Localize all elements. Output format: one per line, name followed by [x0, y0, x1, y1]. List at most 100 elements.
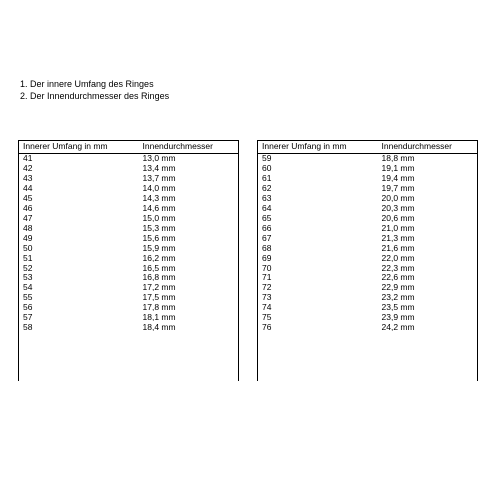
cell-durchmesser: 13,0 mm [139, 153, 239, 163]
cell-umfang: 64 [258, 204, 378, 214]
col-header-durchmesser: Innendurchmesser [378, 141, 478, 154]
cell-umfang: 71 [258, 273, 378, 283]
table-row: 6219,7 mm [258, 184, 478, 194]
cell-umfang: 43 [19, 174, 139, 184]
table-header-row: Innerer Umfang in mm Innendurchmesser [258, 141, 478, 154]
cell-durchmesser: 20,0 mm [378, 194, 478, 204]
table-row: 6821,6 mm [258, 243, 478, 253]
cell-durchmesser: 13,7 mm [139, 174, 239, 184]
cell-umfang: 67 [258, 233, 378, 243]
cell-umfang: 72 [258, 283, 378, 293]
cell-umfang: 46 [19, 204, 139, 214]
cell-durchmesser: 21,6 mm [378, 243, 478, 253]
cell-durchmesser: 15,0 mm [139, 213, 239, 223]
cell-umfang: 55 [19, 293, 139, 303]
cell-durchmesser: 15,3 mm [139, 223, 239, 233]
cell-durchmesser: 22,0 mm [378, 253, 478, 263]
cell-umfang: 62 [258, 184, 378, 194]
header-list: 1. Der innere Umfang des Ringes 2. Der I… [20, 78, 169, 102]
col-header-umfang: Innerer Umfang in mm [19, 141, 139, 154]
table-row: 6922,0 mm [258, 253, 478, 263]
cell-umfang: 50 [19, 243, 139, 253]
cell-umfang: 42 [19, 164, 139, 174]
table-row: 5718,1 mm [19, 313, 239, 323]
table-row: 4514,3 mm [19, 194, 239, 204]
cell-durchmesser: 20,6 mm [378, 213, 478, 223]
table-row: 5417,2 mm [19, 283, 239, 293]
cell-durchmesser: 15,9 mm [139, 243, 239, 253]
cell-durchmesser: 19,1 mm [378, 164, 478, 174]
cell-durchmesser: 22,3 mm [378, 263, 478, 273]
cell-durchmesser: 21,3 mm [378, 233, 478, 243]
cell-umfang: 58 [19, 323, 139, 333]
cell-durchmesser: 19,4 mm [378, 174, 478, 184]
cell-durchmesser: 22,6 mm [378, 273, 478, 283]
cell-umfang: 49 [19, 233, 139, 243]
table-filler-row [258, 375, 478, 381]
cell-umfang: 51 [19, 253, 139, 263]
cell-umfang: 69 [258, 253, 378, 263]
cell-umfang: 44 [19, 184, 139, 194]
table-header-row: Innerer Umfang in mm Innendurchmesser [19, 141, 239, 154]
cell-umfang: 41 [19, 153, 139, 163]
table-row: 7122,6 mm [258, 273, 478, 283]
table-row: 5316,8 mm [19, 273, 239, 283]
header-line-2: 2. Der Innendurchmesser des Ringes [20, 90, 169, 102]
cell-durchmesser: 16,5 mm [139, 263, 239, 273]
cell-durchmesser: 20,3 mm [378, 204, 478, 214]
table-row: 6520,6 mm [258, 213, 478, 223]
cell-durchmesser: 18,4 mm [139, 323, 239, 333]
cell-umfang: 52 [19, 263, 139, 273]
cell-filler [378, 375, 478, 381]
table-row: 4113,0 mm [19, 153, 239, 163]
col-header-durchmesser: Innendurchmesser [139, 141, 239, 154]
table-row: 6320,0 mm [258, 194, 478, 204]
table-row: 7323,2 mm [258, 293, 478, 303]
cell-umfang: 74 [258, 303, 378, 313]
cell-umfang: 76 [258, 323, 378, 333]
cell-umfang: 48 [19, 223, 139, 233]
tables-container: Innerer Umfang in mm Innendurchmesser 41… [18, 140, 482, 381]
ring-size-table-right: Innerer Umfang in mm Innendurchmesser 59… [257, 140, 478, 381]
ring-size-table-left: Innerer Umfang in mm Innendurchmesser 41… [18, 140, 239, 381]
table-gap [239, 140, 257, 381]
table-row: 4414,0 mm [19, 184, 239, 194]
table-row: 6621,0 mm [258, 223, 478, 233]
cell-umfang: 45 [19, 194, 139, 204]
table-row: 4213,4 mm [19, 164, 239, 174]
cell-durchmesser: 13,4 mm [139, 164, 239, 174]
cell-durchmesser: 24,2 mm [378, 323, 478, 333]
cell-umfang: 47 [19, 213, 139, 223]
cell-durchmesser: 23,5 mm [378, 303, 478, 313]
cell-durchmesser: 21,0 mm [378, 223, 478, 233]
cell-umfang: 75 [258, 313, 378, 323]
table-row: 4815,3 mm [19, 223, 239, 233]
cell-filler [19, 375, 139, 381]
cell-durchmesser: 22,9 mm [378, 283, 478, 293]
table-row: 5617,8 mm [19, 303, 239, 313]
table-row: 7022,3 mm [258, 263, 478, 273]
table-row: 4614,6 mm [19, 204, 239, 214]
table-row: 7624,2 mm [258, 323, 478, 333]
cell-umfang: 66 [258, 223, 378, 233]
cell-durchmesser: 17,2 mm [139, 283, 239, 293]
cell-durchmesser: 14,3 mm [139, 194, 239, 204]
table-row: 4313,7 mm [19, 174, 239, 184]
table-row: 5216,5 mm [19, 263, 239, 273]
cell-durchmesser: 14,0 mm [139, 184, 239, 194]
cell-umfang: 68 [258, 243, 378, 253]
cell-umfang: 61 [258, 174, 378, 184]
cell-filler [258, 375, 378, 381]
cell-umfang: 54 [19, 283, 139, 293]
cell-umfang: 65 [258, 213, 378, 223]
table-row: 5818,4 mm [19, 323, 239, 333]
cell-umfang: 56 [19, 303, 139, 313]
table-row: 6420,3 mm [258, 204, 478, 214]
table-row: 6019,1 mm [258, 164, 478, 174]
table-row: 4915,6 mm [19, 233, 239, 243]
table-row: 6721,3 mm [258, 233, 478, 243]
cell-umfang: 53 [19, 273, 139, 283]
cell-durchmesser: 18,8 mm [378, 153, 478, 163]
cell-durchmesser: 19,7 mm [378, 184, 478, 194]
cell-durchmesser: 23,2 mm [378, 293, 478, 303]
